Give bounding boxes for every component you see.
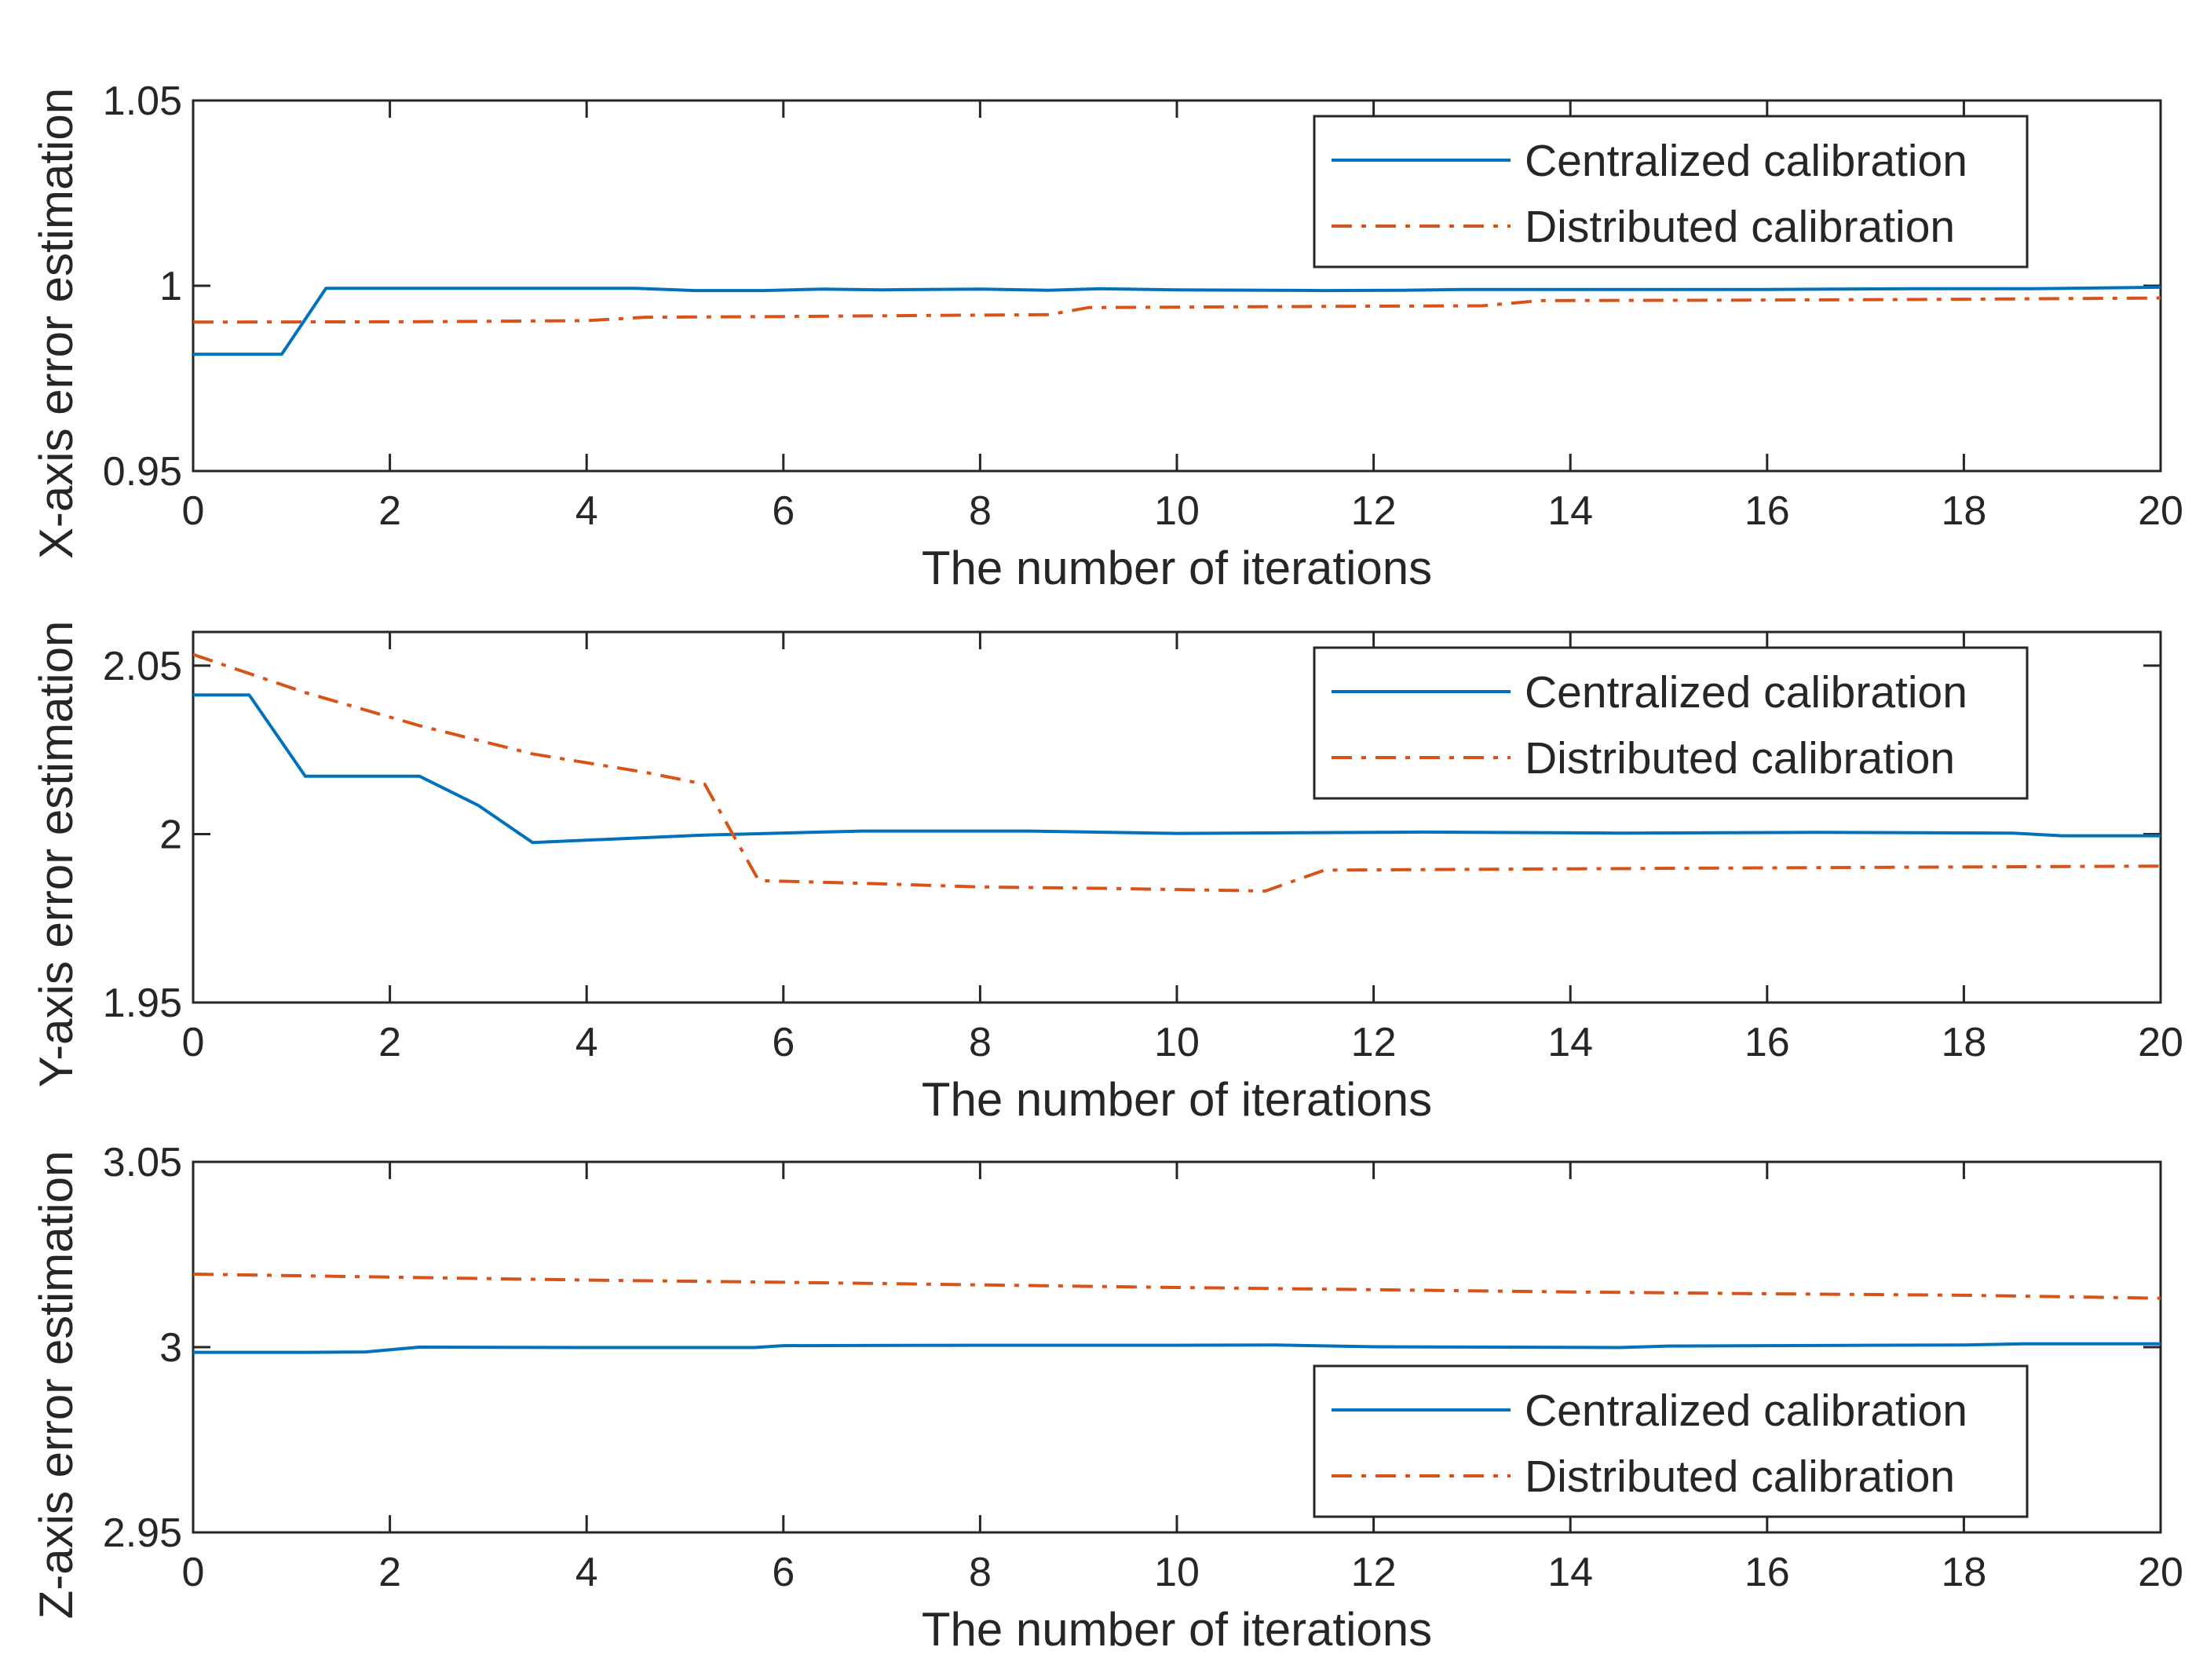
y-tick-label: 1 xyxy=(159,264,182,309)
distributed-calibration-line xyxy=(193,1273,2161,1300)
x-tick-label: 14 xyxy=(1547,488,1593,534)
distributed-calibration-line xyxy=(193,652,2161,893)
centralized-calibration-line xyxy=(193,285,2161,356)
series-lines xyxy=(193,1273,2161,1354)
legend-label: Distributed calibration xyxy=(1525,1452,1955,1502)
x-tick-label: 2 xyxy=(378,488,401,534)
chart-panel-1: 0 2 4 6 8 10 12 14 16 18 20 0.95 1 1.05 The number of … xyxy=(30,79,2183,594)
legend: Centralized calibration Distributed calib… xyxy=(1313,1364,2029,1518)
x-tick-label: 12 xyxy=(1351,488,1397,534)
series-lines xyxy=(193,285,2161,356)
chart-panel-3: 0 2 4 6 8 10 12 14 16 18 20 2.95 3 3.05 The number of … xyxy=(30,1140,2183,1656)
x-tick-label: 8 xyxy=(969,1020,992,1065)
legend-label: Centralized calibration xyxy=(1525,136,1967,186)
x-axis-title: The number of iterations xyxy=(922,1603,1432,1656)
x-tick-label: 14 xyxy=(1547,1020,1593,1065)
y-tick-label: 1.05 xyxy=(103,79,182,124)
x-tick-label: 20 xyxy=(2138,1550,2183,1595)
legend-box xyxy=(1313,646,2029,800)
x-tick-label: 4 xyxy=(575,1550,598,1595)
x-tick-label: 20 xyxy=(2138,488,2183,534)
x-tick-label: 10 xyxy=(1154,488,1200,534)
legend-label: Distributed calibration xyxy=(1525,733,1955,783)
x-tick-label: 0 xyxy=(182,1550,205,1595)
x-tick-label: 12 xyxy=(1351,1550,1397,1595)
y-tick-label: 3.05 xyxy=(103,1140,182,1185)
x-tick-label: 16 xyxy=(1744,1550,1790,1595)
x-tick-label: 6 xyxy=(772,1550,795,1595)
y-axis-title: X-axis error estimation xyxy=(30,88,82,559)
x-axis-title: The number of iterations xyxy=(922,542,1432,594)
legend-label: Centralized calibration xyxy=(1525,1386,1967,1436)
y-tick-label: 1.95 xyxy=(103,981,182,1026)
legend-label: Centralized calibration xyxy=(1525,667,1967,718)
centralized-calibration-line xyxy=(193,1342,2161,1354)
x-tick-label: 2 xyxy=(378,1020,401,1065)
y-tick-label: 2 xyxy=(159,812,182,857)
x-tick-label: 10 xyxy=(1154,1550,1200,1595)
x-tick-label: 14 xyxy=(1547,1550,1593,1595)
x-tick-label: 0 xyxy=(182,1020,205,1065)
x-tick-label: 10 xyxy=(1154,1020,1200,1065)
x-tick-label: 18 xyxy=(1941,1550,1986,1595)
x-tick-label: 6 xyxy=(772,488,795,534)
x-tick-label: 16 xyxy=(1744,488,1790,534)
x-tick-label: 12 xyxy=(1351,1020,1397,1065)
x-tick-label: 18 xyxy=(1941,488,1986,534)
x-tick-label: 4 xyxy=(575,1020,598,1065)
y-tick-label: 2.05 xyxy=(103,644,182,689)
y-axis-title: Y-axis error estimation xyxy=(30,621,82,1088)
legend-box xyxy=(1313,115,2029,268)
distributed-calibration-line xyxy=(193,296,2161,324)
series-lines xyxy=(193,652,2161,893)
x-tick-label: 2 xyxy=(378,1550,401,1595)
legend: Centralized calibration Distributed calib… xyxy=(1313,115,2029,268)
x-tick-label: 8 xyxy=(969,1550,992,1595)
x-tick-label: 20 xyxy=(2138,1020,2183,1065)
y-axis-title: Z-axis error estimation xyxy=(30,1151,82,1620)
x-tick-label: 0 xyxy=(182,488,205,534)
y-tick-label: 3 xyxy=(159,1325,182,1371)
x-tick-label: 16 xyxy=(1744,1020,1790,1065)
chart-panel-2: 0 2 4 6 8 10 12 14 16 18 20 1.95 2 2.05 The number of … xyxy=(30,621,2183,1126)
centralized-calibration-line xyxy=(193,693,2161,845)
legend-box xyxy=(1313,1364,2029,1518)
x-tick-label: 18 xyxy=(1941,1020,1986,1065)
y-tick-label: 0.95 xyxy=(103,449,182,495)
x-tick-label: 4 xyxy=(575,488,598,534)
x-axis-title: The number of iterations xyxy=(922,1073,1432,1126)
legend-label: Distributed calibration xyxy=(1525,202,1955,252)
legend: Centralized calibration Distributed calib… xyxy=(1313,646,2029,800)
x-tick-label: 6 xyxy=(772,1020,795,1065)
y-tick-label: 2.95 xyxy=(103,1510,182,1556)
x-tick-label: 8 xyxy=(969,488,992,534)
